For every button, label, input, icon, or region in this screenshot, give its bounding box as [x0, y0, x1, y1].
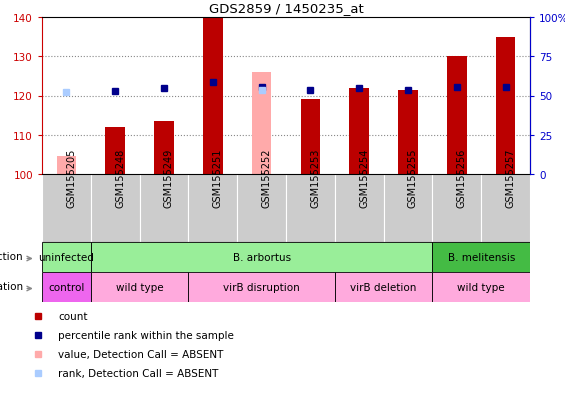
Text: GSM155251: GSM155251 — [213, 148, 223, 208]
Bar — [481, 175, 530, 242]
Bar — [91, 272, 188, 302]
Text: GSM155253: GSM155253 — [310, 148, 320, 208]
Bar — [286, 175, 335, 242]
Text: GSM155255: GSM155255 — [408, 148, 418, 208]
Bar — [154, 122, 174, 175]
Text: count: count — [58, 312, 88, 322]
Text: wild type: wild type — [116, 282, 163, 292]
Text: GSM155248: GSM155248 — [115, 148, 125, 207]
Text: GSM155249: GSM155249 — [164, 148, 174, 207]
Bar — [432, 175, 481, 242]
Bar — [140, 175, 188, 242]
Text: GSM155205: GSM155205 — [67, 148, 76, 208]
Bar — [349, 88, 369, 175]
Text: value, Detection Call = ABSENT: value, Detection Call = ABSENT — [58, 349, 223, 359]
Text: virB disruption: virB disruption — [223, 282, 300, 292]
Bar — [42, 242, 91, 272]
Bar — [335, 175, 384, 242]
Text: control: control — [48, 282, 85, 292]
Text: uninfected: uninfected — [38, 252, 94, 262]
Text: GSM155256: GSM155256 — [457, 148, 467, 208]
Text: virB deletion: virB deletion — [350, 282, 417, 292]
Bar — [56, 157, 76, 175]
Bar — [335, 272, 432, 302]
Bar — [301, 100, 320, 175]
Text: GSM155252: GSM155252 — [262, 148, 272, 208]
Title: GDS2859 / 1450235_at: GDS2859 / 1450235_at — [208, 2, 363, 15]
Bar — [91, 175, 140, 242]
Bar — [252, 73, 271, 175]
Bar — [237, 175, 286, 242]
Bar — [188, 272, 335, 302]
Bar — [203, 18, 223, 175]
Text: GSM155254: GSM155254 — [359, 148, 369, 208]
Text: percentile rank within the sample: percentile rank within the sample — [58, 330, 234, 340]
Bar — [106, 128, 125, 175]
Bar — [447, 57, 467, 175]
Bar — [42, 175, 91, 242]
Bar — [188, 175, 237, 242]
Text: infection: infection — [0, 251, 23, 261]
Text: B. arbortus: B. arbortus — [233, 252, 290, 262]
Bar — [91, 242, 432, 272]
Bar — [384, 175, 432, 242]
Bar — [398, 90, 418, 175]
Bar — [432, 272, 530, 302]
Bar — [496, 38, 515, 175]
Bar — [432, 242, 530, 272]
Text: GSM155257: GSM155257 — [506, 148, 516, 208]
Text: wild type: wild type — [458, 282, 505, 292]
Bar — [42, 272, 91, 302]
Text: B. melitensis: B. melitensis — [447, 252, 515, 262]
Text: genotype/variation: genotype/variation — [0, 281, 23, 291]
Text: rank, Detection Call = ABSENT: rank, Detection Call = ABSENT — [58, 368, 219, 378]
